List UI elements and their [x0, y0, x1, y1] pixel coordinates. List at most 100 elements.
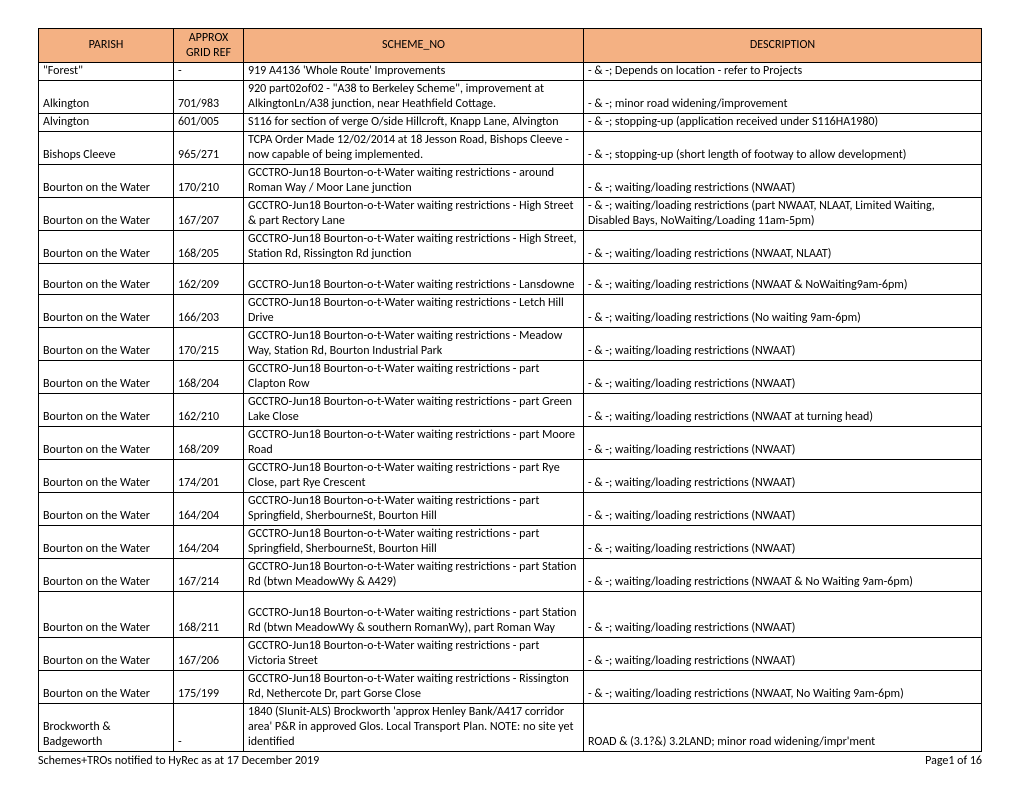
- cell-scheme: GCCTRO-Jun18 Bourton-o-t-Water waiting r…: [244, 198, 584, 231]
- cell-grid: 168/205: [174, 231, 244, 264]
- cell-grid: 164/204: [174, 526, 244, 559]
- cell-scheme: GCCTRO-Jun18 Bourton-o-t-Water waiting r…: [244, 460, 584, 493]
- cell-parish: Bourton on the Water: [39, 493, 174, 526]
- cell-grid: 701/983: [174, 81, 244, 114]
- cell-desc: - & -; waiting/loading restrictions (NWA…: [584, 460, 982, 493]
- cell-desc: - & -; waiting/loading restrictions (No …: [584, 295, 982, 328]
- cell-scheme: GCCTRO-Jun18 Bourton-o-t-Water waiting r…: [244, 427, 584, 460]
- cell-parish: "Forest": [39, 63, 174, 81]
- cell-grid: 162/209: [174, 264, 244, 295]
- cell-desc: - & -; waiting/loading restrictions (NWA…: [584, 427, 982, 460]
- table-row: Bourton on the Water164/204GCCTRO-Jun18 …: [39, 526, 982, 559]
- cell-desc: - & -; stopping-up (short length of foot…: [584, 132, 982, 165]
- cell-scheme: GCCTRO-Jun18 Bourton-o-t-Water waiting r…: [244, 165, 584, 198]
- cell-grid: 170/215: [174, 328, 244, 361]
- cell-desc: - & -; waiting/loading restrictions (NWA…: [584, 493, 982, 526]
- cell-grid: 170/210: [174, 165, 244, 198]
- cell-parish: Bourton on the Water: [39, 198, 174, 231]
- table-row: Bourton on the Water166/203GCCTRO-Jun18 …: [39, 295, 982, 328]
- col-header-scheme: SCHEME_NO: [244, 29, 584, 63]
- cell-desc: - & -; minor road widening/improvement: [584, 81, 982, 114]
- cell-desc: - & -; waiting/loading restrictions (NWA…: [584, 264, 982, 295]
- table-row: Alkington701/983920 part02of02 - "A38 to…: [39, 81, 982, 114]
- cell-grid: 168/204: [174, 361, 244, 394]
- cell-scheme: S116 for section of verge O/side Hillcro…: [244, 114, 584, 132]
- cell-parish: Bourton on the Water: [39, 394, 174, 427]
- table-row: Bourton on the Water167/214GCCTRO-Jun18 …: [39, 559, 982, 592]
- table-row: Bourton on the Water168/204GCCTRO-Jun18 …: [39, 361, 982, 394]
- cell-parish: Alkington: [39, 81, 174, 114]
- footer-left: Schemes+TROs notified to HyRec as at 17 …: [38, 754, 319, 768]
- table-row: Bourton on the Water167/206GCCTRO-Jun18 …: [39, 638, 982, 671]
- table-row: Bourton on the Water168/205GCCTRO-Jun18 …: [39, 231, 982, 264]
- cell-scheme: GCCTRO-Jun18 Bourton-o-t-Water waiting r…: [244, 559, 584, 592]
- col-header-grid: APPROX GRID REF: [174, 29, 244, 63]
- cell-scheme: GCCTRO-Jun18 Bourton-o-t-Water waiting r…: [244, 394, 584, 427]
- cell-grid: 174/201: [174, 460, 244, 493]
- cell-parish: Bourton on the Water: [39, 427, 174, 460]
- cell-scheme: 920 part02of02 - "A38 to Berkeley Scheme…: [244, 81, 584, 114]
- cell-desc: - & -; Depends on location - refer to Pr…: [584, 63, 982, 81]
- cell-desc: - & -; waiting/loading restrictions (NWA…: [584, 638, 982, 671]
- schemes-table: PARISH APPROX GRID REF SCHEME_NO DESCRIP…: [38, 28, 982, 752]
- table-row: Bourton on the Water174/201GCCTRO-Jun18 …: [39, 460, 982, 493]
- cell-desc: - & -; stopping-up (application received…: [584, 114, 982, 132]
- cell-grid: 166/203: [174, 295, 244, 328]
- table-row: Brockworth & Badgeworth-1840 (SIunit-ALS…: [39, 704, 982, 752]
- page-footer: Schemes+TROs notified to HyRec as at 17 …: [38, 754, 982, 768]
- cell-parish: Bourton on the Water: [39, 638, 174, 671]
- cell-grid: -: [174, 704, 244, 752]
- cell-scheme: TCPA Order Made 12/02/2014 at 18 Jesson …: [244, 132, 584, 165]
- cell-grid: -: [174, 63, 244, 81]
- cell-scheme: GCCTRO-Jun18 Bourton-o-t-Water waiting r…: [244, 526, 584, 559]
- cell-parish: Bourton on the Water: [39, 295, 174, 328]
- cell-desc: - & -; waiting/loading restrictions (NWA…: [584, 671, 982, 704]
- cell-grid: 601/005: [174, 114, 244, 132]
- table-row: Bourton on the Water162/210GCCTRO-Jun18 …: [39, 394, 982, 427]
- cell-scheme: GCCTRO-Jun18 Bourton-o-t-Water waiting r…: [244, 328, 584, 361]
- cell-grid: 175/199: [174, 671, 244, 704]
- cell-grid: 167/206: [174, 638, 244, 671]
- cell-parish: Bishops Cleeve: [39, 132, 174, 165]
- cell-scheme: GCCTRO-Jun18 Bourton-o-t-Water waiting r…: [244, 671, 584, 704]
- cell-parish: Alvington: [39, 114, 174, 132]
- cell-parish: Bourton on the Water: [39, 328, 174, 361]
- cell-desc: - & -; waiting/loading restrictions (NWA…: [584, 559, 982, 592]
- cell-grid: 168/211: [174, 592, 244, 638]
- col-header-parish: PARISH: [39, 29, 174, 63]
- cell-grid: 162/210: [174, 394, 244, 427]
- cell-scheme: GCCTRO-Jun18 Bourton-o-t-Water waiting r…: [244, 361, 584, 394]
- cell-desc: ROAD & (3.1?&) 3.2LAND; minor road widen…: [584, 704, 982, 752]
- cell-desc: - & -; waiting/loading restrictions (par…: [584, 198, 982, 231]
- cell-scheme: 1840 (SIunit-ALS) Brockworth 'approx Hen…: [244, 704, 584, 752]
- table-row: Bourton on the Water167/207GCCTRO-Jun18 …: [39, 198, 982, 231]
- cell-desc: - & -; waiting/loading restrictions (NWA…: [584, 526, 982, 559]
- cell-parish: Bourton on the Water: [39, 559, 174, 592]
- cell-parish: Bourton on the Water: [39, 361, 174, 394]
- cell-desc: - & -; waiting/loading restrictions (NWA…: [584, 165, 982, 198]
- cell-parish: Brockworth & Badgeworth: [39, 704, 174, 752]
- table-body: "Forest"-919 A4136 'Whole Route' Improve…: [39, 63, 982, 752]
- cell-desc: - & -; waiting/loading restrictions (NWA…: [584, 231, 982, 264]
- cell-parish: Bourton on the Water: [39, 671, 174, 704]
- cell-desc: - & -; waiting/loading restrictions (NWA…: [584, 592, 982, 638]
- table-row: Bishops Cleeve965/271TCPA Order Made 12/…: [39, 132, 982, 165]
- cell-scheme: GCCTRO-Jun18 Bourton-o-t-Water waiting r…: [244, 264, 584, 295]
- table-row: Alvington601/005S116 for section of verg…: [39, 114, 982, 132]
- footer-right: Page1 of 16: [925, 754, 982, 768]
- table-row: Bourton on the Water168/211GCCTRO-Jun18 …: [39, 592, 982, 638]
- table-row: Bourton on the Water175/199GCCTRO-Jun18 …: [39, 671, 982, 704]
- cell-grid: 167/214: [174, 559, 244, 592]
- cell-desc: - & -; waiting/loading restrictions (NWA…: [584, 361, 982, 394]
- table-row: "Forest"-919 A4136 'Whole Route' Improve…: [39, 63, 982, 81]
- cell-grid: 164/204: [174, 493, 244, 526]
- cell-scheme: GCCTRO-Jun18 Bourton-o-t-Water waiting r…: [244, 592, 584, 638]
- table-row: Bourton on the Water164/204GCCTRO-Jun18 …: [39, 493, 982, 526]
- cell-parish: Bourton on the Water: [39, 264, 174, 295]
- cell-parish: Bourton on the Water: [39, 165, 174, 198]
- table-row: Bourton on the Water170/215GCCTRO-Jun18 …: [39, 328, 982, 361]
- cell-parish: Bourton on the Water: [39, 526, 174, 559]
- cell-parish: Bourton on the Water: [39, 592, 174, 638]
- cell-scheme: GCCTRO-Jun18 Bourton-o-t-Water waiting r…: [244, 295, 584, 328]
- cell-desc: - & -; waiting/loading restrictions (NWA…: [584, 394, 982, 427]
